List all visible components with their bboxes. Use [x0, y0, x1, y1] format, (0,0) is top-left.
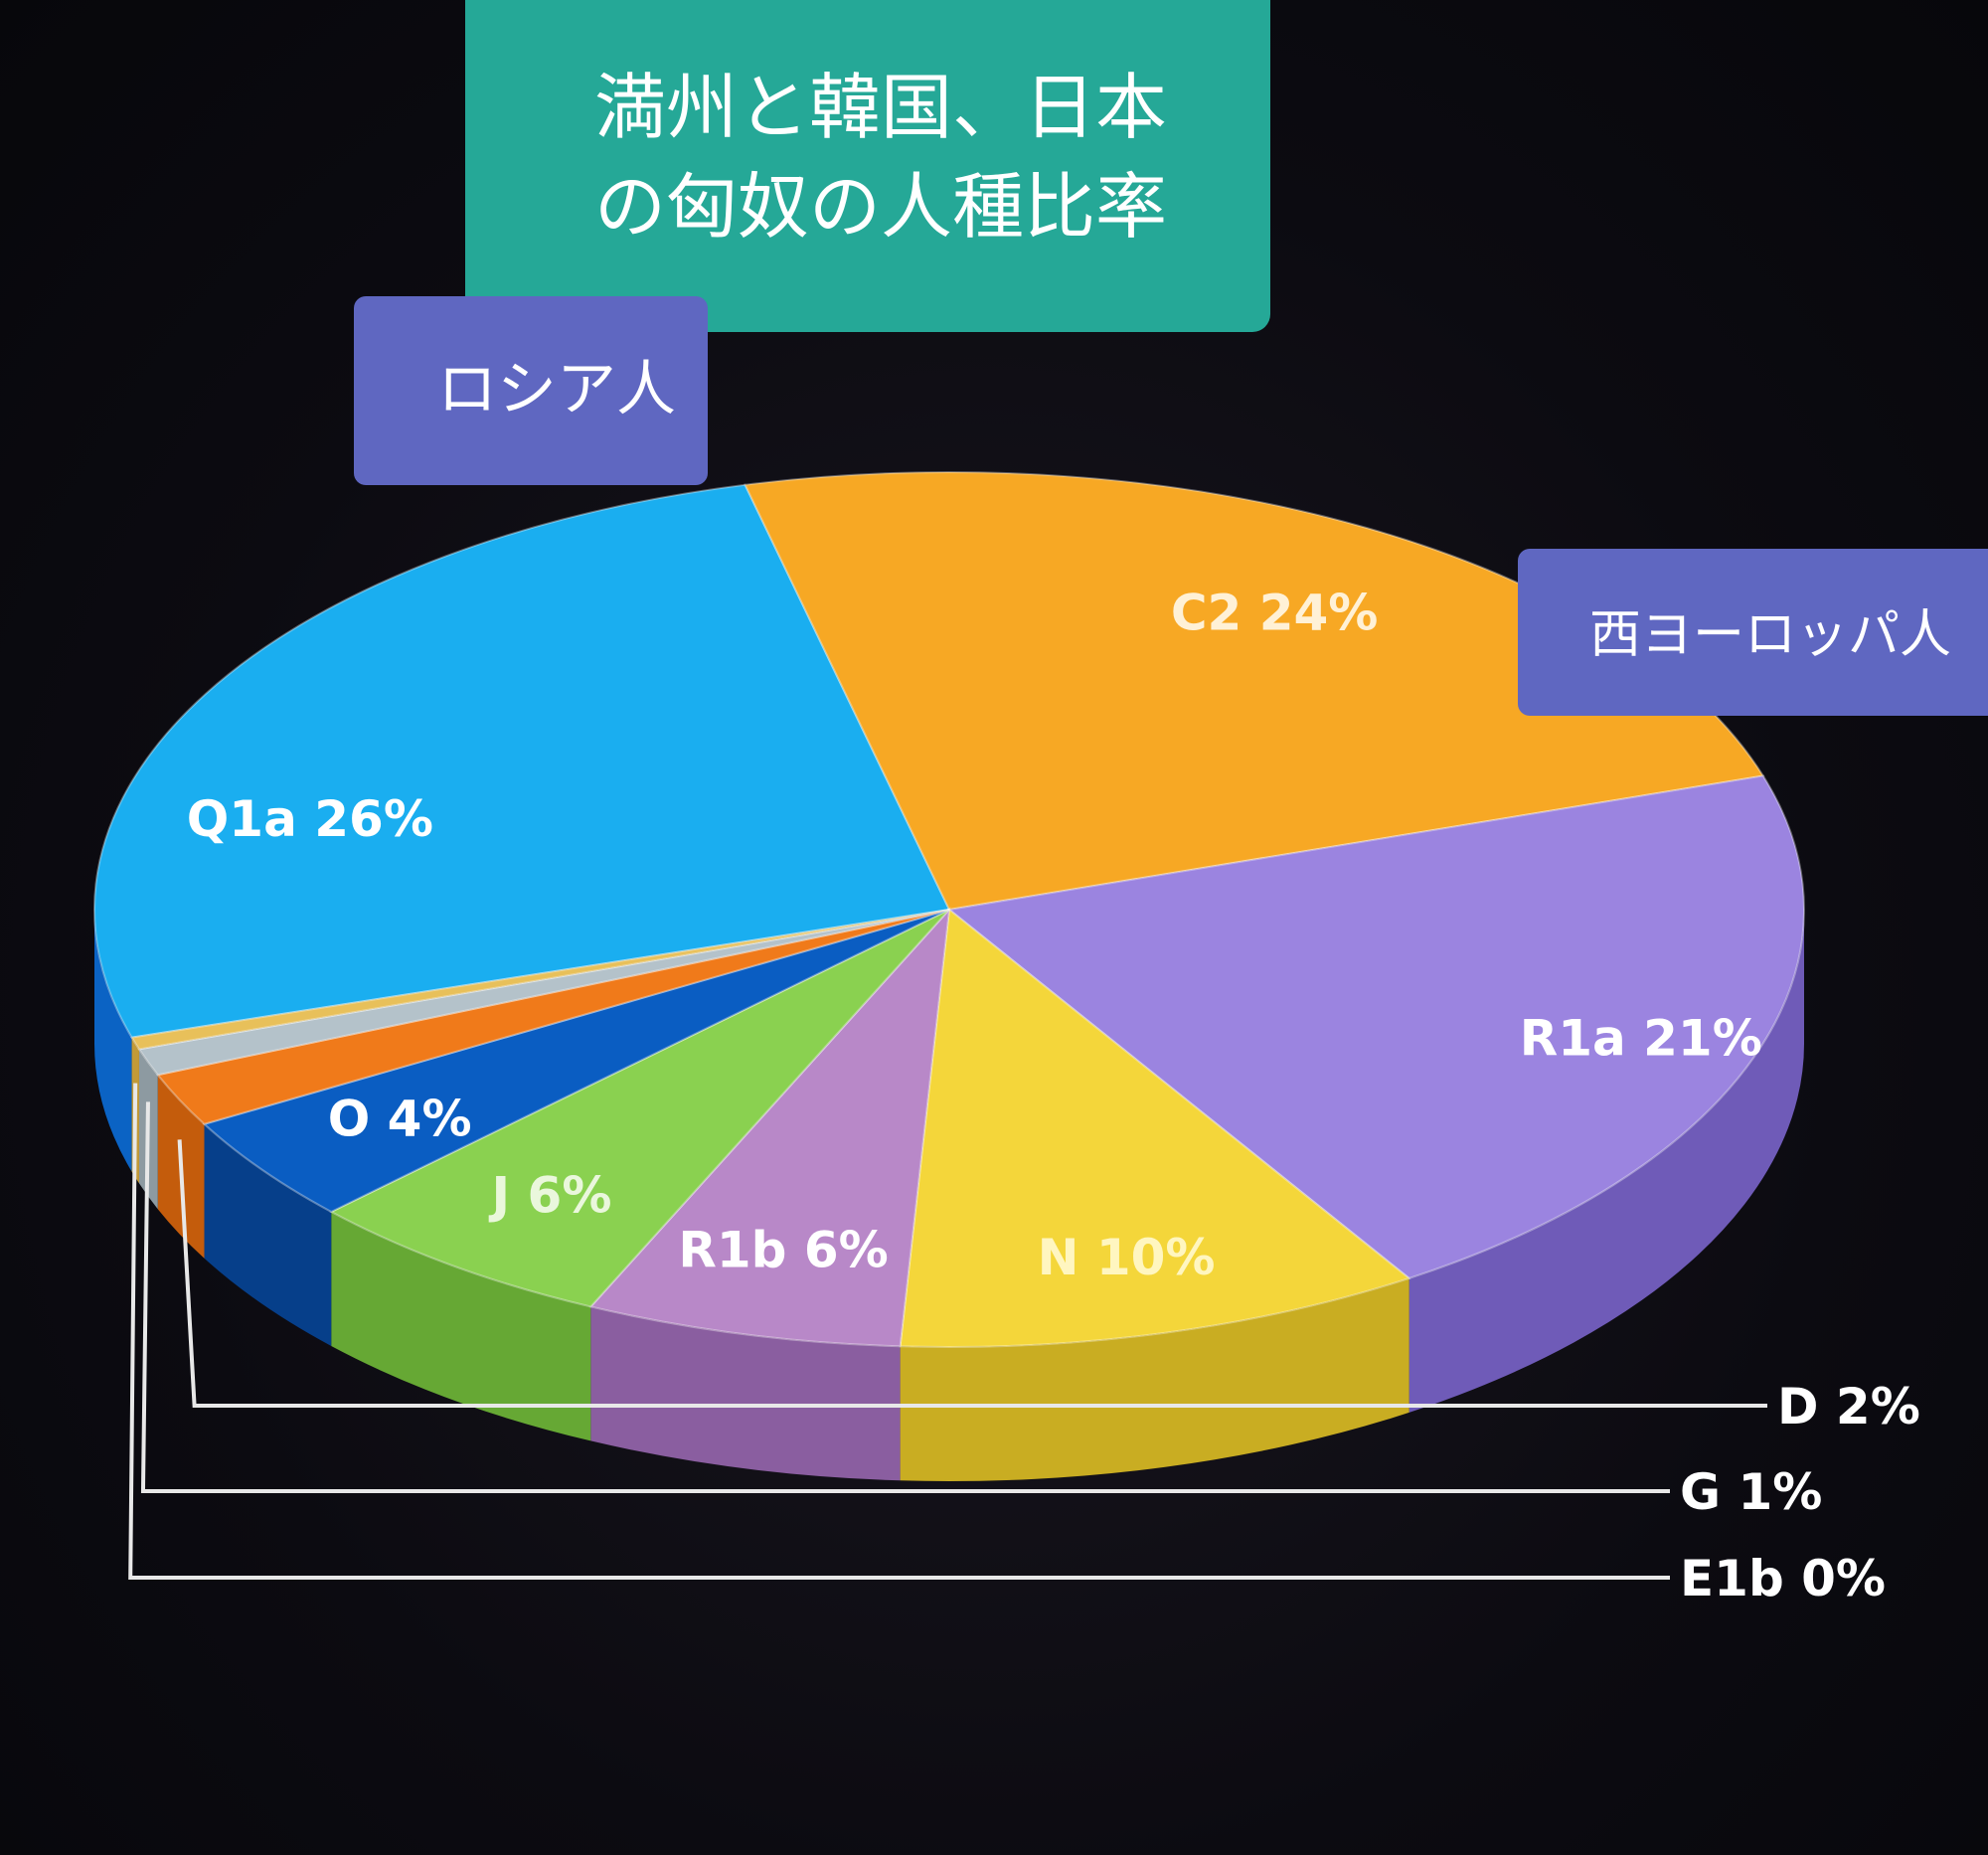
pie-slices — [93, 471, 1805, 1348]
title-box: 満州と韓国、日本 の匈奴の人種比率 — [465, 0, 1270, 332]
slice-g — [137, 909, 950, 1077]
slice-label-r1a: R1a 21% — [1520, 1009, 1762, 1067]
annotation-russian: ロシア人 — [354, 296, 708, 485]
slice-o — [202, 909, 950, 1214]
slice-label-c2: C2 24% — [1171, 584, 1379, 641]
slice-label-d: D 2% — [1777, 1378, 1920, 1435]
side-wall-r1a — [1408, 910, 1804, 1413]
slice-r1b — [588, 907, 951, 1348]
title-line-2: の匈奴の人種比率 — [594, 165, 1168, 249]
pie-side-walls — [94, 910, 1804, 1481]
side-wall-r1b — [590, 1306, 901, 1481]
slice-j — [329, 909, 950, 1308]
leader-line-d — [177, 1139, 1767, 1408]
side-wall-n — [900, 1277, 1409, 1481]
slice-label-n: N 10% — [1038, 1229, 1216, 1286]
slice-label-g: G 1% — [1680, 1463, 1822, 1521]
side-wall-q1a — [94, 910, 132, 1172]
leader-line-e1b — [128, 1083, 1670, 1580]
side-wall-o — [204, 1123, 332, 1346]
slice-label-e1b: E1b 0% — [1680, 1550, 1886, 1607]
title-line-1: 満州と韓国、日本 — [594, 66, 1168, 149]
slice-n — [899, 908, 1411, 1348]
slice-label-j: J 6% — [489, 1166, 612, 1224]
side-wall-j — [331, 1211, 591, 1441]
annotation-western-european: 西ヨーロッパ人 — [1518, 549, 1988, 716]
slice-e1b — [129, 909, 950, 1051]
slice-q1a — [93, 483, 951, 1039]
slice-d — [155, 909, 950, 1125]
leader-lines — [128, 1083, 1767, 1580]
slice-r1a — [946, 774, 1805, 1280]
slice-label-r1b: R1b 6% — [678, 1221, 888, 1278]
leader-line-g — [140, 1101, 1670, 1493]
pie-labels: Q1a 26% C2 24% R1a 21% N 10% R1b 6% J 6% O 4% D… — [187, 584, 1920, 1607]
slice-label-q1a: Q1a 26% — [187, 790, 433, 848]
slice-label-o: O 4% — [328, 1091, 472, 1148]
